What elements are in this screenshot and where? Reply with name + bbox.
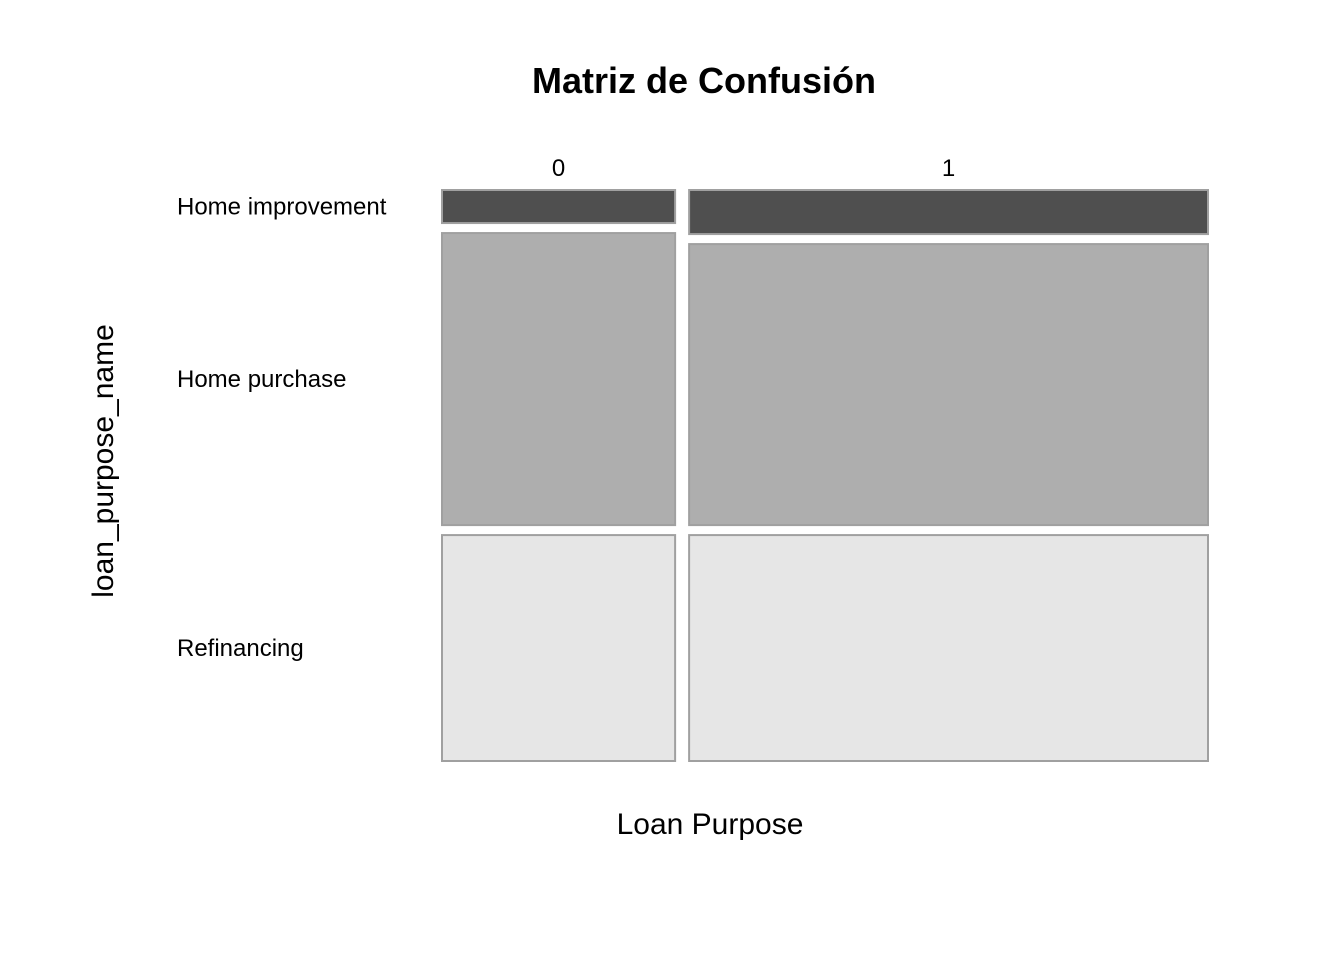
tile-0-home-purchase	[441, 232, 677, 527]
row-tick-home-purchase: Home purchase	[177, 366, 346, 393]
row-tick-refinancing: Refinancing	[177, 635, 304, 662]
y-axis-label: loan_purpose_name	[87, 324, 120, 598]
tile-0-home-improvement	[441, 189, 677, 225]
column-tick-1: 1	[942, 155, 955, 182]
chart-title: Matriz de Confusión	[532, 60, 876, 101]
tile-1-home-purchase	[688, 243, 1209, 527]
mosaic-tiles	[441, 189, 1209, 763]
row-tick-labels: Home improvement Home purchase Refinancing	[177, 194, 387, 663]
tile-0-refinancing	[441, 534, 677, 763]
x-axis-label: Loan Purpose	[617, 808, 804, 841]
tile-1-home-improvement	[688, 189, 1209, 236]
tile-1-refinancing	[688, 534, 1209, 763]
column-tick-0: 0	[552, 155, 565, 182]
row-tick-home-improvement: Home improvement	[177, 194, 387, 221]
